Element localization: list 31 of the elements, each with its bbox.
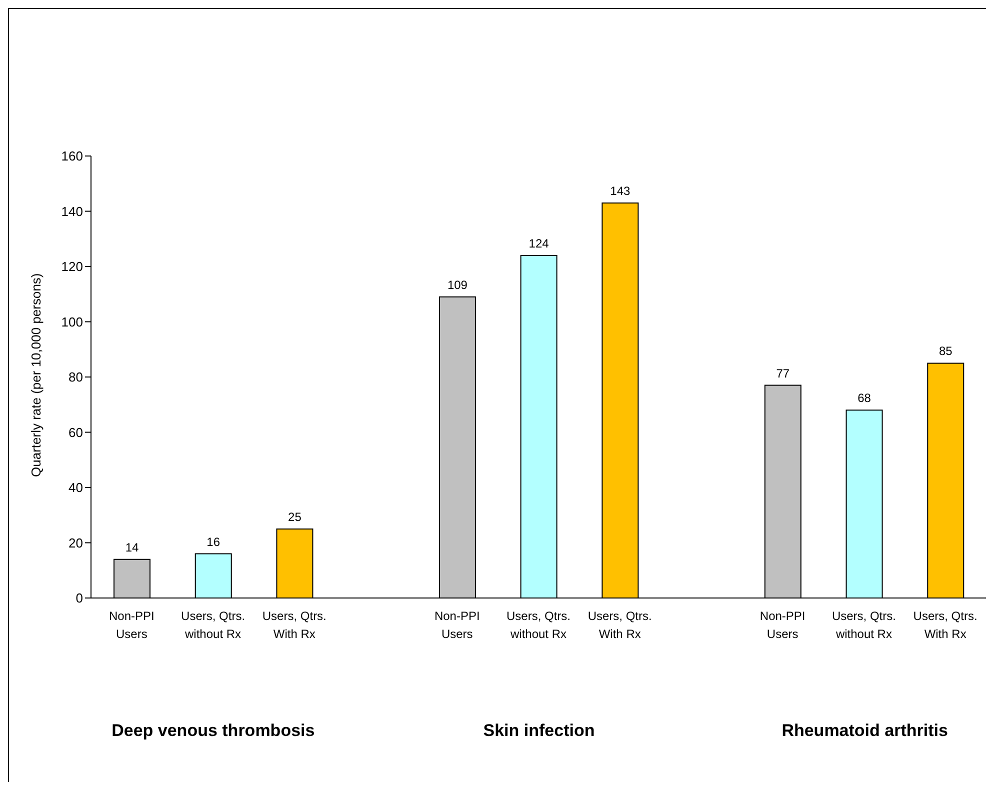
text: Rheumatoid arthritis	[780, 721, 949, 741]
y-tick-label: 0	[76, 590, 83, 606]
x-tick-label: Non-PPI Users	[109, 609, 154, 641]
data-label: 14	[125, 540, 139, 554]
y-tick-label: 40	[68, 480, 83, 496]
y-tick-label: 60	[68, 424, 83, 440]
x-tick-label: Non-PPI Users	[760, 609, 806, 641]
y-tick-label: 160	[61, 148, 83, 164]
x-tick-label: Users, Qtrs. With Rx	[588, 609, 652, 641]
text: Deep venous thrombosis	[110, 721, 316, 741]
data-label: 25	[288, 510, 302, 524]
data-label: 143	[610, 184, 631, 198]
y-tick-label: 80	[68, 370, 83, 385]
y-axis-title: Quarterly rate (per 10,000 persons)	[28, 273, 44, 477]
data-label: 68	[858, 391, 872, 406]
x-tick-label: Users, Qtrs. without Rx	[181, 609, 246, 641]
y-tick-label: 120	[61, 259, 83, 274]
x-tick-label: Users, Qtrs. without Rx	[506, 609, 571, 641]
text: Skin infection	[482, 721, 596, 741]
data-label: 85	[938, 344, 953, 358]
x-tick-label: Non-PPI Users	[434, 609, 480, 641]
data-label: 124	[528, 236, 550, 250]
y-tick-label: 140	[61, 204, 83, 219]
x-tick-label: Users, Qtrs. With Rx	[262, 609, 326, 641]
data-label: 16	[206, 534, 220, 549]
data-label: 77	[776, 366, 790, 380]
data-label: 109	[447, 278, 468, 292]
x-tick-label: Users, Qtrs. With Rx	[913, 609, 978, 641]
x-tick-label: Users, Qtrs. without Rx	[832, 609, 896, 641]
y-tick-label: 20	[68, 535, 83, 550]
y-tick-label: 100	[61, 314, 83, 330]
